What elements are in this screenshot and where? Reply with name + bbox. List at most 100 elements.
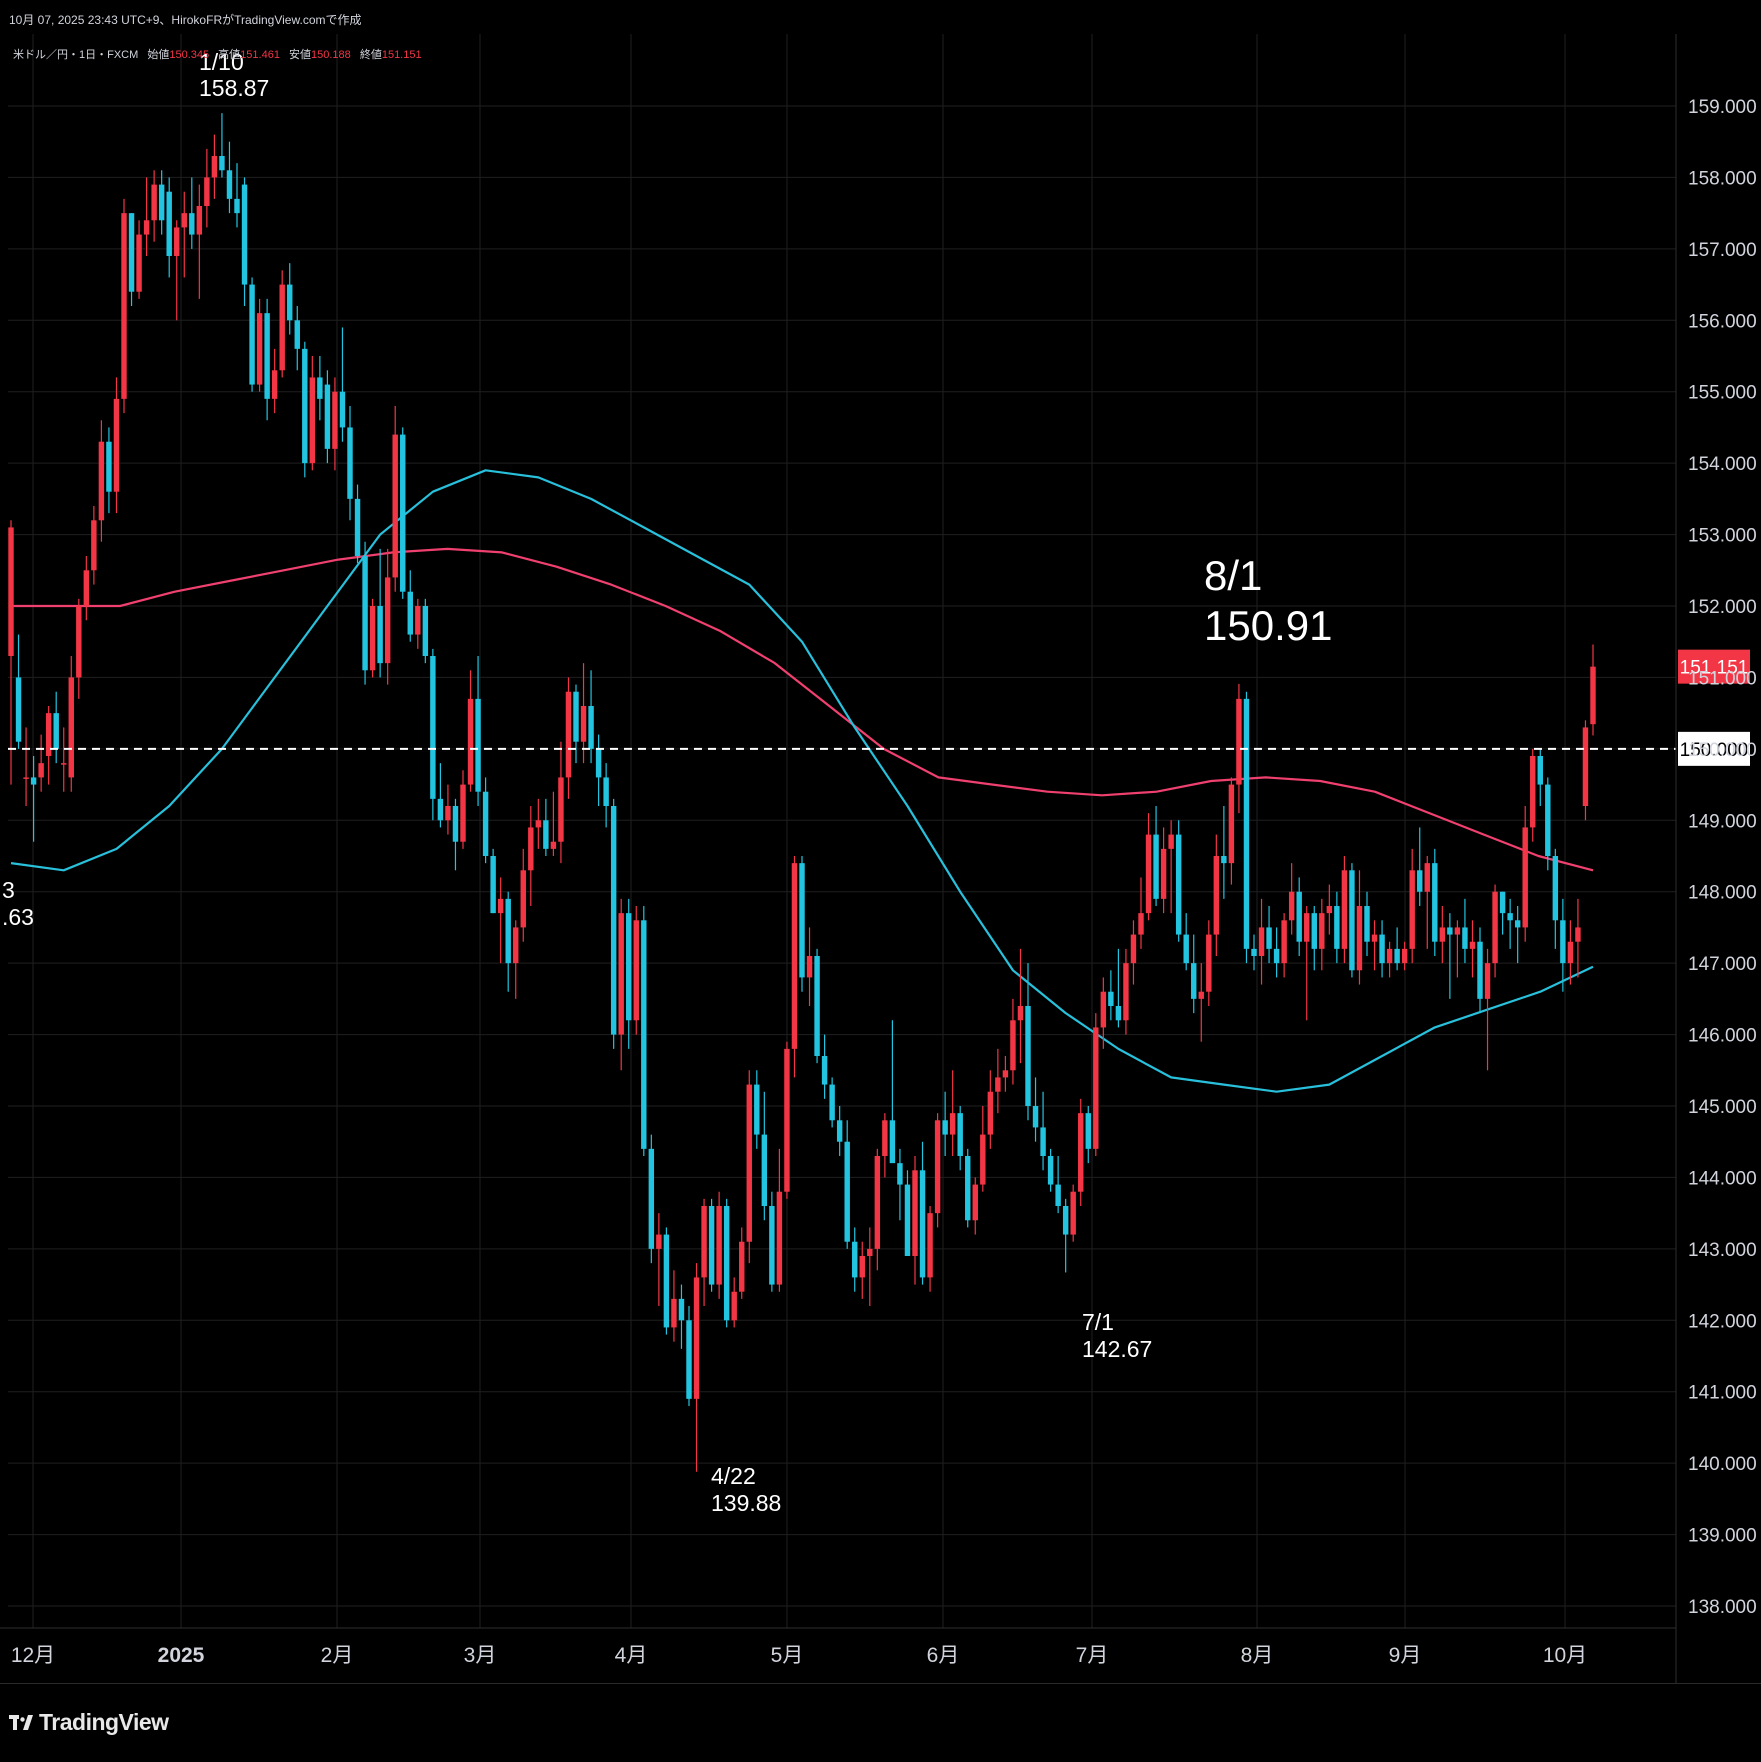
candle-body [784,1048,790,1192]
candle-body [1175,834,1182,935]
candle-body [701,1206,707,1278]
candle-body [158,184,165,221]
candle-body [1447,927,1453,935]
chart-caption: 10月 07, 2025 23:43 UTC+9、HirokoFRがTradin… [9,13,362,27]
candle-body [791,863,798,1049]
candle-body [1017,1006,1024,1021]
candle-body [761,1134,768,1206]
current-price-label: 151.151 [1680,658,1749,679]
current-price-tag [1678,649,1750,684]
price-tick-label: 144.000 [1688,1168,1757,1189]
candle-body [1341,870,1348,949]
candle-body [769,1206,775,1285]
chart-background [0,34,1761,1683]
tradingview-logo[interactable]: TradingView [9,1709,169,1736]
candle-body [256,313,263,385]
candle-body [754,1084,760,1135]
candle-body [889,1120,896,1164]
candle-body [663,1234,670,1328]
candle-body [1454,927,1461,935]
candle-body [264,313,270,399]
candle-body [1349,870,1355,971]
price-tick-label: 146.000 [1688,1026,1757,1047]
price-tick-label: 140.000 [1688,1454,1757,1475]
candle-body [739,1241,745,1292]
candle-body [437,798,444,821]
candle-body [874,1156,881,1249]
candle-body [1100,991,1107,1028]
candle-body [588,706,594,749]
price-tick-label: 147.000 [1688,954,1757,975]
annotation-price: .63 [2,904,34,930]
candle-body [1243,698,1250,949]
candle-body [1002,1070,1009,1078]
candle-body [294,320,300,349]
candle-body [806,956,813,978]
candle-body [1394,948,1400,964]
annotation-price: 139.88 [711,1490,781,1516]
candle-body [482,791,489,856]
candle-body [580,706,587,742]
candle-body [369,606,376,671]
time-tick-label: 12月 [11,1644,55,1667]
candle-body [844,1141,850,1242]
candle-body [1537,756,1543,785]
candle-body [1213,856,1220,935]
candle-body [927,1213,933,1278]
candle-body [1078,1113,1084,1192]
price-tick-label: 158.000 [1688,168,1757,189]
candle-body [211,156,218,178]
candle-body [234,198,240,214]
candle-body [656,1234,662,1249]
candle-body [1409,870,1415,949]
chart-grid [0,34,1761,1683]
time-axis[interactable]: 12月 2025 2月 3月 4月 5月 6月 7月 8月 9月 10月 [0,1627,1676,1667]
price-tick-label: 138.000 [1688,1597,1757,1618]
candle-body [1236,698,1242,785]
candle-body [1507,913,1513,921]
price-axis[interactable]: 159.000 158.000 157.000 156.000 155.000 154.0… [1675,34,1757,1683]
candle-body [693,1277,700,1399]
candle-body [407,591,413,635]
candle-body [467,698,474,785]
candle-body [1364,906,1370,942]
candle-body [1010,1020,1016,1071]
candle-body [38,763,44,778]
candle-body [1206,934,1212,992]
candle-body [339,391,346,428]
candle-body [136,234,142,292]
candle-body [1040,1127,1046,1156]
candle-body [196,206,203,235]
chart-caption-bar: 10月 07, 2025 23:43 UTC+9、HirokoFRがTradin… [0,0,1761,35]
candle-body [1545,784,1551,856]
annotation-date: 7/1 [1082,1309,1114,1335]
horizontal-line: 150.000 151.151 [8,649,1750,766]
candle-body [113,398,120,492]
candle-body [1168,834,1174,849]
candle-body [814,956,820,1056]
time-tick-label: 4月 [615,1644,648,1667]
open-value: 150.345 [169,49,210,61]
candle-body [219,156,225,171]
candle-body [1334,906,1340,949]
candle-body [1514,920,1521,928]
time-tick-label: 2025 [158,1644,205,1667]
candle-body [287,284,293,321]
candle-body [573,691,579,742]
low-value: 150.188 [311,49,351,61]
candle-body [166,191,172,256]
candle-body [528,827,534,871]
candle-body [53,713,59,749]
candle-body [1371,934,1378,942]
candle-body [279,284,285,371]
candle-body [550,841,557,849]
candle-body [1221,856,1227,864]
open-label: 始値 [147,49,170,61]
candle-body [1567,941,1574,964]
candle-body [1432,863,1438,942]
candle-body [302,348,308,464]
candle-body [490,856,496,914]
candle-body [45,713,52,756]
price-tick-label: 150.000 [1688,740,1757,761]
